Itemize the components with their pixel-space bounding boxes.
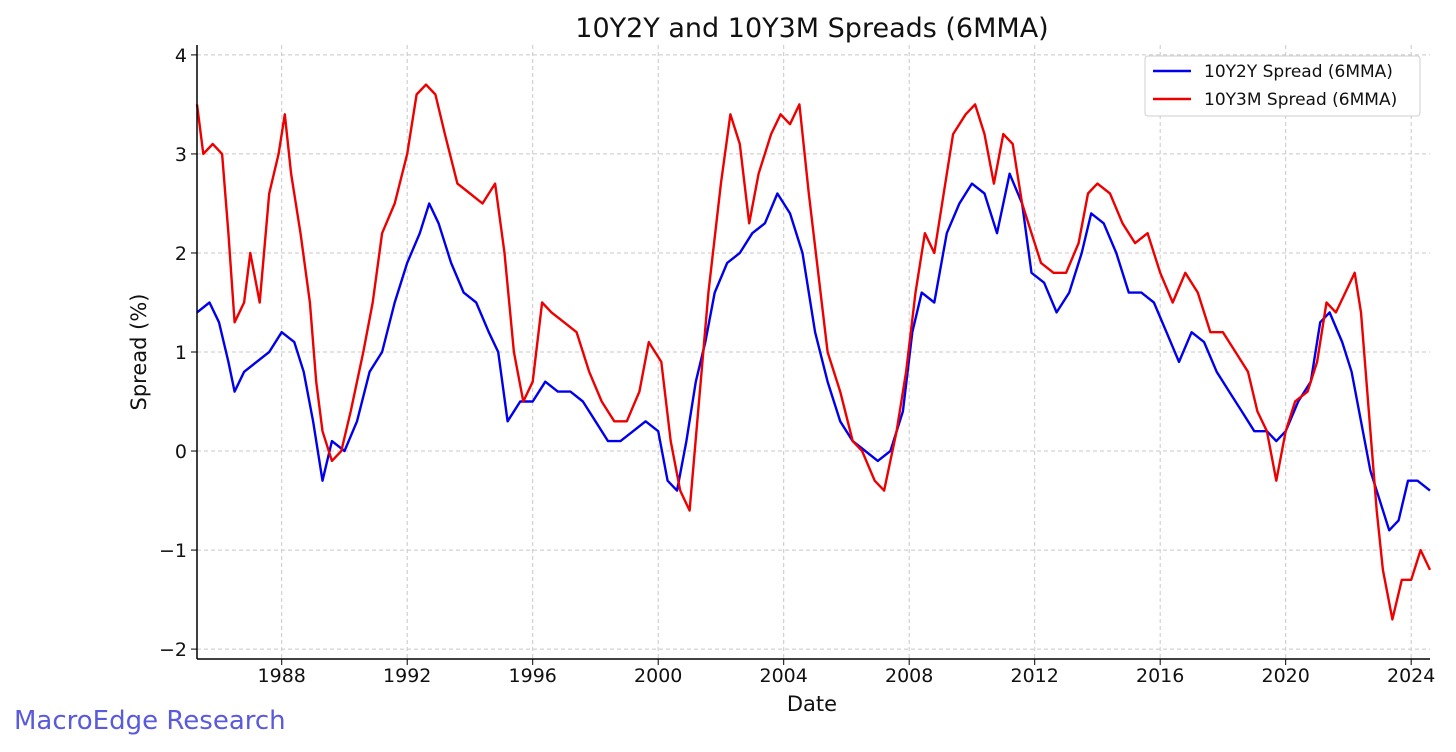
y-tick-label: −2: [159, 639, 187, 661]
x-tick-label: 1996: [509, 665, 557, 687]
chart-title: 10Y2Y and 10Y3M Spreads (6MMA): [575, 13, 1048, 44]
x-tick-label: 1992: [383, 665, 431, 687]
series-layer: [195, 83, 1432, 621]
x-tick-label: 2016: [1136, 665, 1184, 687]
x-tick-label: 2000: [634, 665, 682, 687]
y-tick-label: 3: [175, 144, 187, 166]
y-tick-label: 1: [175, 342, 187, 364]
x-tick-label: 2004: [760, 665, 808, 687]
series-line-10y3m: [195, 83, 1432, 621]
watermark: MacroEdge Research: [14, 706, 286, 736]
legend-label-10y3m: 10Y3M Spread (6MMA): [1204, 90, 1397, 110]
x-tick-label: 2020: [1261, 665, 1309, 687]
ticks: 1988 1992 1996 2000 2004 2008 2012 2016 2020 2024…: [159, 45, 1435, 687]
y-tick-label: −1: [159, 540, 187, 562]
y-tick-label: 4: [175, 45, 187, 67]
grid: [197, 45, 1430, 659]
series-line-10y2y: [196, 172, 1431, 532]
x-tick-label: 2008: [885, 665, 933, 687]
y-axis-label: Spread (%): [127, 294, 151, 411]
x-tick-label: 2024: [1387, 665, 1435, 687]
legend-label-10y2y: 10Y2Y Spread (6MMA): [1204, 62, 1393, 82]
y-tick-label: 0: [175, 441, 187, 463]
y-tick-label: 2: [175, 243, 187, 265]
x-axis-label: Date: [787, 692, 837, 716]
x-tick-label: 1988: [258, 665, 306, 687]
legend: 10Y2Y Spread (6MMA) 10Y3M Spread (6MMA): [1144, 55, 1421, 117]
x-tick-label: 2012: [1011, 665, 1059, 687]
legend-box: [1144, 55, 1421, 117]
